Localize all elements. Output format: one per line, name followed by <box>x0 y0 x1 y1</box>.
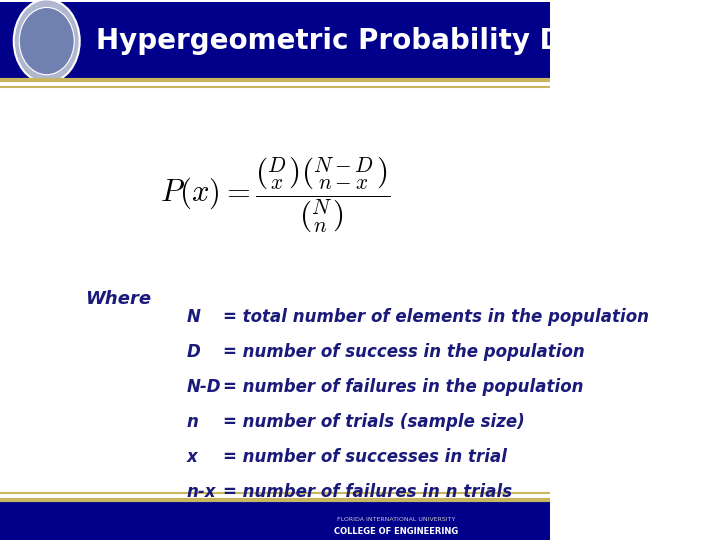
Text: x: x <box>187 448 197 465</box>
Ellipse shape <box>14 0 80 83</box>
Ellipse shape <box>19 8 74 75</box>
FancyBboxPatch shape <box>0 2 549 80</box>
Text: D: D <box>187 343 201 361</box>
Text: FLORIDA INTERNATIONAL UNIVERSITY: FLORIDA INTERNATIONAL UNIVERSITY <box>336 517 455 522</box>
Text: N-D: N-D <box>187 377 221 396</box>
Text: = number of successes in trial: = number of successes in trial <box>222 448 507 465</box>
Text: COLLEGE OF ENGINEERING: COLLEGE OF ENGINEERING <box>333 527 458 536</box>
FancyBboxPatch shape <box>0 500 549 540</box>
Text: = number of failures in n trials: = number of failures in n trials <box>222 483 512 501</box>
Text: n: n <box>187 413 199 431</box>
Text: n-x: n-x <box>187 483 217 501</box>
Text: N: N <box>187 308 201 326</box>
Text: = total number of elements in the population: = total number of elements in the popula… <box>222 308 649 326</box>
Text: = number of success in the population: = number of success in the population <box>222 343 585 361</box>
Text: $P(x)=\dfrac{\binom{D}{x}\binom{N-D}{n-x}}{\binom{N}{n}}$: $P(x)=\dfrac{\binom{D}{x}\binom{N-D}{n-x… <box>160 156 390 235</box>
Text: Where: Where <box>85 291 151 308</box>
Text: = number of failures in the population: = number of failures in the population <box>222 377 583 396</box>
Text: Hypergeometric Probability Distribution: Hypergeometric Probability Distribution <box>96 27 720 55</box>
Text: = number of trials (sample size): = number of trials (sample size) <box>222 413 524 431</box>
